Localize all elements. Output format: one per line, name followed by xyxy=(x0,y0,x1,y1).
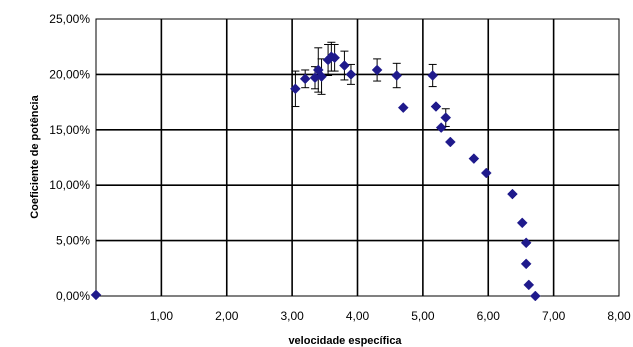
data-point xyxy=(435,122,447,133)
data-point xyxy=(444,136,456,148)
y-tick-label: 15,00% xyxy=(49,123,90,137)
x-tick-label: 6,00 xyxy=(477,309,501,323)
data-point xyxy=(329,52,340,64)
x-axis-title: velocidade específica xyxy=(288,335,402,347)
data-point xyxy=(468,153,480,164)
y-tick-labels: 0,00% 5,00% 10,00% 15,00% 20,00% 25,00% xyxy=(49,12,90,303)
data-point xyxy=(480,167,492,179)
data-point xyxy=(440,112,452,123)
y-axis-title: Coeficiente de potência xyxy=(29,94,41,218)
x-tick-label: 7,00 xyxy=(542,309,566,323)
data-point xyxy=(391,70,403,81)
data-point xyxy=(529,290,541,302)
data-point xyxy=(290,83,301,95)
y-tick-label: 20,00% xyxy=(49,67,90,81)
y-tick-label: 10,00% xyxy=(49,178,90,192)
data-point xyxy=(520,237,532,249)
data-point xyxy=(523,279,535,291)
data-point xyxy=(397,102,409,113)
data-point xyxy=(516,217,528,229)
x-tick-label: 1,00 xyxy=(150,309,174,323)
data-point xyxy=(507,188,518,200)
data-point xyxy=(520,258,532,270)
data-point xyxy=(430,101,442,112)
data-point xyxy=(371,64,383,76)
x-tick-label: 4,00 xyxy=(346,309,370,323)
data-point xyxy=(299,73,311,85)
data-point xyxy=(316,71,327,82)
x-tick-label: 2,00 xyxy=(215,309,239,323)
data-point xyxy=(339,60,350,71)
data-point xyxy=(427,70,439,81)
data-points xyxy=(90,51,541,302)
grid xyxy=(96,19,619,296)
x-tick-label: 8,00 xyxy=(607,309,631,323)
y-tick-label: 25,00% xyxy=(49,12,90,26)
y-tick-label: 0,00% xyxy=(56,289,90,303)
y-tick-label: 5,00% xyxy=(56,234,90,248)
data-point xyxy=(345,69,357,80)
x-tick-label: 5,00 xyxy=(411,309,435,323)
data-point xyxy=(90,289,102,301)
x-tick-label: 3,00 xyxy=(280,309,304,323)
x-tick-labels: 1,00 2,00 3,00 4,00 5,00 6,00 7,00 8,00 xyxy=(150,309,631,323)
